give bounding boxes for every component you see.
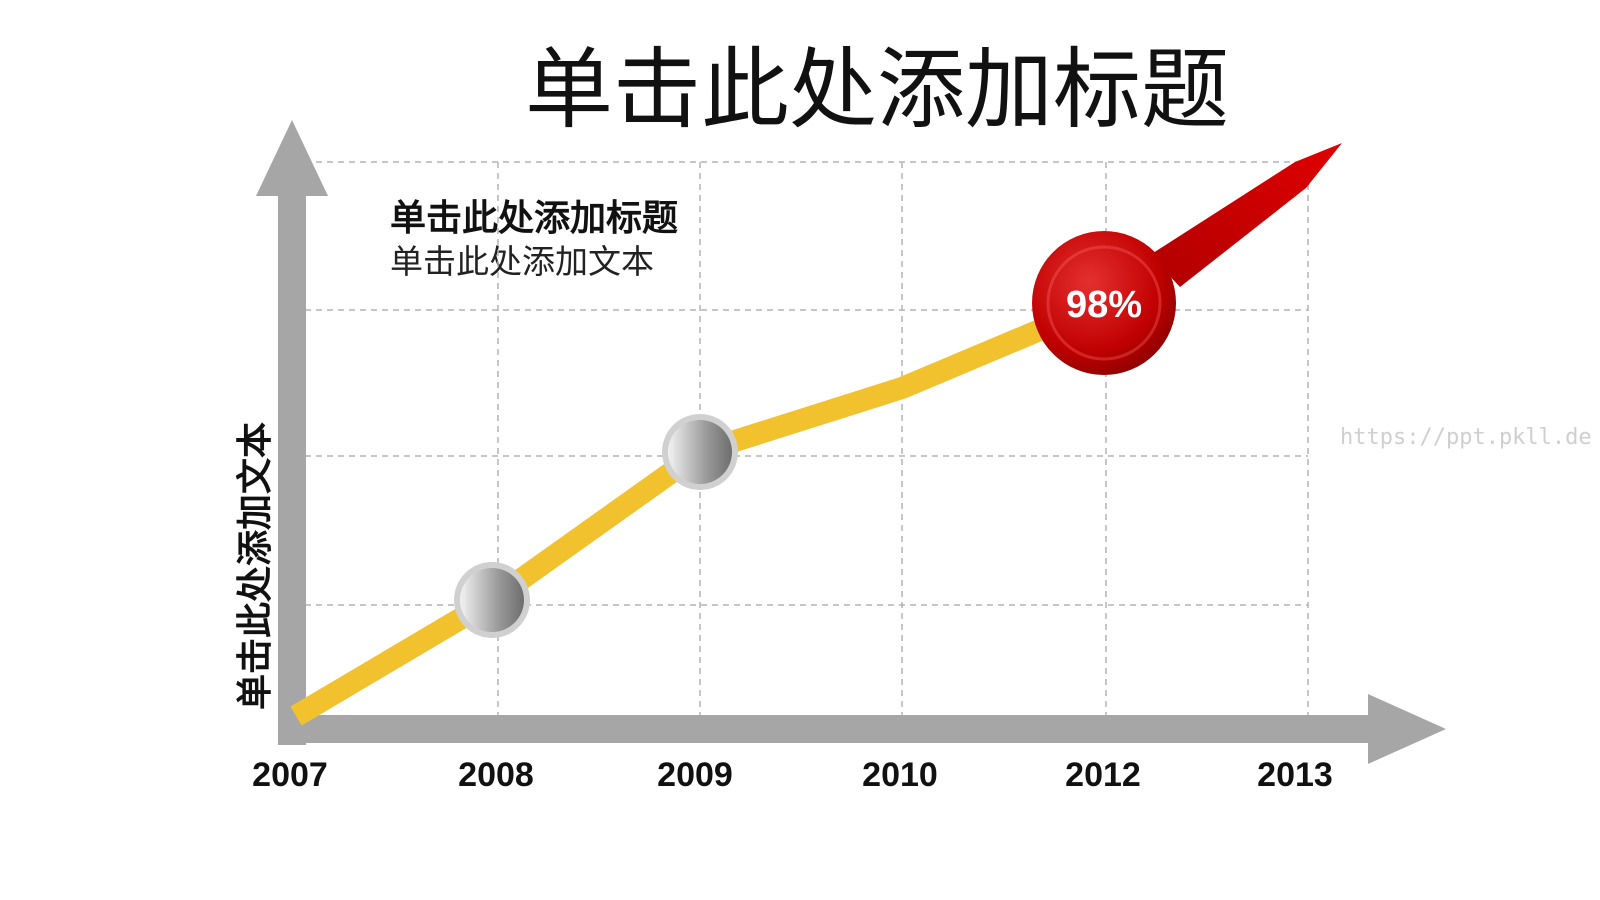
x-axis-arrowhead bbox=[1368, 694, 1446, 764]
y-axis-arrowhead bbox=[256, 120, 328, 196]
text-block-body: 单击此处添加文本 bbox=[390, 242, 654, 281]
highlight-badge bbox=[1032, 231, 1176, 375]
text-block[interactable]: 单击此处添加标题 单击此处添加文本 bbox=[390, 196, 678, 282]
x-tick-label: 2008 bbox=[458, 756, 534, 794]
highlight-badge-label: 98% bbox=[1066, 284, 1142, 326]
x-axis-shaft bbox=[278, 715, 1368, 743]
x-tick-label: 2010 bbox=[862, 756, 938, 794]
x-tick-label: 2009 bbox=[657, 756, 733, 794]
data-point bbox=[668, 420, 732, 484]
y-axis-shaft bbox=[278, 190, 306, 745]
x-tick-label: 2007 bbox=[252, 756, 328, 794]
slide-title[interactable]: 单击此处添加标题 bbox=[525, 38, 1230, 141]
watermark: https://ppt.pkll.de bbox=[1340, 425, 1592, 450]
data-point bbox=[460, 568, 524, 632]
highlight-badge-ring bbox=[1046, 245, 1162, 361]
text-block-title: 单击此处添加标题 bbox=[390, 198, 679, 239]
x-tick-label: 2013 bbox=[1257, 756, 1333, 794]
growth-arrow bbox=[1150, 143, 1342, 287]
x-tick-label: 2012 bbox=[1065, 756, 1141, 794]
